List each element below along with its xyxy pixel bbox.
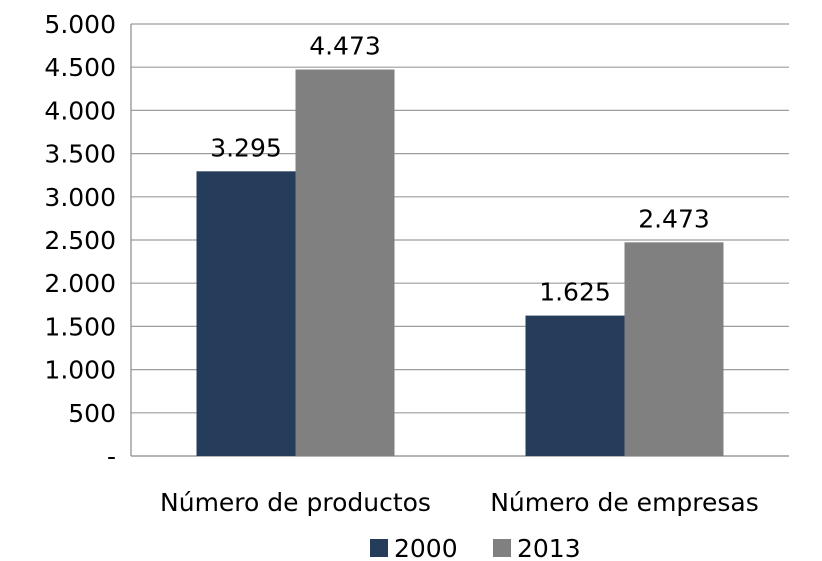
y-tick-label: - — [107, 442, 116, 471]
y-tick-label: 4.500 — [44, 53, 116, 82]
y-tick-label: 500 — [68, 399, 116, 428]
legend: 2000 2013 — [370, 534, 581, 561]
y-tick-label: 5.000 — [44, 10, 116, 39]
legend-swatch-2000 — [370, 539, 388, 557]
y-tick-label: 4.000 — [44, 96, 116, 125]
legend-label-2013: 2013 — [517, 534, 581, 561]
data-labels: 3.295 4.473 1.625 2.473 — [210, 32, 710, 307]
bar-2013-2 — [624, 242, 724, 456]
y-axis-tick-labels: - 500 1.000 1.500 2.000 2.500 3.000 3.500 4.000 4… — [44, 10, 116, 471]
category-label: Número de empresas — [490, 488, 759, 517]
data-label: 4.473 — [309, 32, 381, 61]
y-tick-label: 1.000 — [44, 356, 116, 385]
y-tick-label: 2.000 — [44, 269, 116, 298]
data-label: 1.625 — [539, 278, 611, 307]
y-tick-label: 2.500 — [44, 226, 116, 255]
bar-2000-2 — [525, 315, 625, 456]
x-axis-category-labels: Número de productos Número de empresas — [160, 488, 759, 517]
y-tick-label: 1.500 — [44, 312, 116, 341]
bar-2013-1 — [295, 69, 395, 456]
legend-label-2000: 2000 — [394, 534, 458, 561]
bar-2000-1 — [196, 171, 296, 456]
legend-swatch-2013 — [493, 539, 511, 557]
y-tick-label: 3.500 — [44, 140, 116, 169]
y-tick-label: 3.000 — [44, 183, 116, 212]
data-label: 2.473 — [638, 204, 710, 233]
category-label: Número de productos — [160, 488, 431, 517]
data-label: 3.295 — [210, 133, 282, 162]
bars — [196, 69, 724, 456]
